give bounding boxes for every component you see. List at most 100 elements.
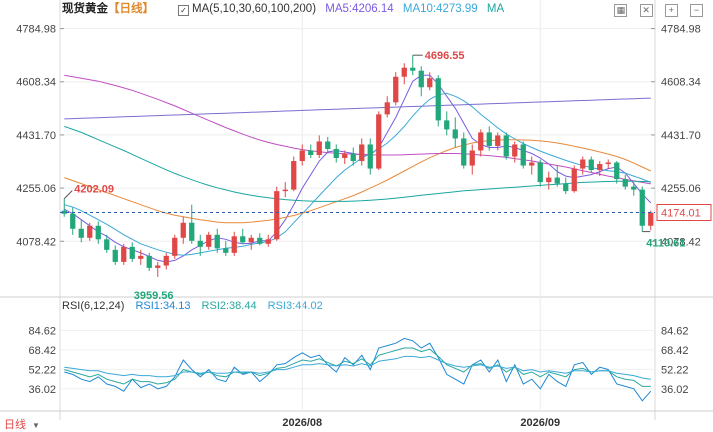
- high-annotation: 4696.55: [425, 50, 465, 62]
- candle-up: [571, 168, 577, 192]
- candle-down: [622, 179, 628, 187]
- candle-up: [529, 162, 535, 166]
- close-icon[interactable]: ✕: [639, 4, 653, 18]
- candle-down: [197, 240, 203, 247]
- y-tick-label-right: 4784.98: [661, 24, 701, 36]
- candle-up: [163, 255, 169, 266]
- candle-up: [316, 141, 322, 156]
- current-price-tag-box: [656, 204, 712, 222]
- candle-up: [180, 222, 186, 238]
- candle-down: [503, 135, 509, 157]
- candle-up: [155, 265, 161, 268]
- candle-up: [512, 144, 518, 157]
- rsi1-value: RSI1:34.13: [135, 300, 191, 312]
- candle-up: [231, 236, 237, 253]
- candle-down: [444, 120, 450, 130]
- candle-up: [376, 114, 382, 169]
- ma-line-ma10: [64, 92, 651, 256]
- candle-up: [495, 135, 501, 146]
- rsi-tick-label-left: 52.22: [28, 364, 56, 376]
- candle-up: [393, 76, 399, 103]
- candle-down: [70, 213, 76, 229]
- candle-up: [469, 150, 475, 166]
- candle-up: [87, 225, 93, 238]
- candle-up: [299, 150, 305, 162]
- candle-down: [631, 186, 637, 190]
- layout-icon[interactable]: ▦: [614, 4, 628, 18]
- candle-up: [121, 246, 127, 262]
- y-tick-label-left: 4255.06: [16, 183, 56, 195]
- rsi2-value: RSI2:38.44: [201, 300, 257, 312]
- low-annotation: 3959.56: [134, 290, 174, 302]
- candle-up: [546, 177, 552, 183]
- candle-down: [435, 78, 441, 121]
- candle-down: [112, 249, 118, 262]
- candle-up: [274, 191, 280, 240]
- instrument-name: 现货黄金: [62, 3, 108, 15]
- candle-up: [172, 237, 178, 256]
- last-low-annotation: 4110.61: [646, 238, 685, 250]
- rsi-tick-label-right: 84.62: [661, 325, 689, 337]
- y-tick-label-right: 4078.42: [661, 236, 701, 248]
- main-chart-header: 现货黄金【日线】 ✓ MA(5,10,30,60,100,200) MA5:420…: [0, 0, 713, 18]
- candle-up: [401, 67, 407, 77]
- ma10-value: MA10:4273.99: [402, 3, 478, 15]
- ma-toggle-checkbox[interactable]: ✓: [178, 5, 189, 16]
- candle-down: [367, 144, 373, 169]
- candle-up: [384, 102, 390, 115]
- candle-down: [308, 150, 314, 156]
- left-pointer: [63, 190, 73, 200]
- y-tick-label-left: 4784.98: [16, 24, 56, 36]
- candle-down: [257, 237, 263, 244]
- ma-line-ma60: [64, 74, 651, 185]
- y-tick-label-left: 4608.34: [16, 77, 56, 89]
- candle-down: [563, 183, 569, 192]
- minus-icon[interactable]: −: [690, 4, 703, 18]
- caret-down-icon[interactable]: ▼: [32, 421, 40, 430]
- footer-period-label[interactable]: 日线: [4, 419, 26, 431]
- rsi3-value: RSI3:44.02: [267, 300, 323, 312]
- candle-down: [223, 248, 229, 253]
- candle-down: [486, 132, 492, 146]
- rsi-tick-label-right: 68.42: [661, 345, 689, 357]
- instrument-title: 现货黄金【日线】: [62, 0, 154, 18]
- ma-label[interactable]: MA(5,10,30,60,100,200): [192, 3, 317, 15]
- ma-line-ma200: [64, 97, 651, 120]
- current-price-tag: 4174.01: [661, 208, 701, 220]
- candle-down: [78, 228, 84, 238]
- candle-down: [461, 138, 467, 166]
- candle-up: [359, 144, 365, 162]
- candle-up: [605, 162, 611, 165]
- candle-down: [240, 236, 246, 243]
- candle-down: [95, 225, 101, 240]
- candle-down: [614, 162, 620, 180]
- rsi-line-rsi1: [64, 337, 652, 402]
- ma-legend: ✓ MA(5,10,30,60,100,200) MA5:4206.14 MA10…: [178, 0, 504, 18]
- candle-down: [61, 210, 67, 214]
- candle-down: [189, 222, 195, 241]
- x-axis-label: 2026/08: [282, 417, 322, 429]
- candle-down: [520, 144, 526, 166]
- footer-period[interactable]: 日线 ▼: [4, 416, 40, 432]
- candle-up: [478, 132, 484, 151]
- x-axis-label: 2026/09: [520, 417, 560, 429]
- candle-up: [342, 153, 348, 159]
- candle-down: [333, 148, 339, 159]
- rsi-tick-label-right: 36.02: [661, 384, 689, 396]
- candle-down: [588, 159, 594, 171]
- candle-down: [325, 141, 331, 149]
- candle-up: [282, 189, 288, 192]
- y-tick-label-left: 4078.42: [16, 236, 56, 248]
- toolbar-icons: ▦ ✕ + −: [605, 2, 703, 20]
- add-icon[interactable]: +: [664, 4, 678, 18]
- ma-extra-value: MA: [486, 3, 505, 15]
- candle-up: [291, 161, 297, 190]
- candle-up: [206, 234, 212, 247]
- rsi-label[interactable]: RSI(6,12,24): [62, 300, 125, 312]
- rsi-line-rsi3: [64, 355, 651, 380]
- left-annotation: 4202.09: [74, 184, 114, 196]
- period-tag[interactable]: 【日线】: [108, 3, 154, 15]
- y-tick-label-right: 4608.34: [661, 77, 701, 89]
- candle-down: [214, 234, 220, 249]
